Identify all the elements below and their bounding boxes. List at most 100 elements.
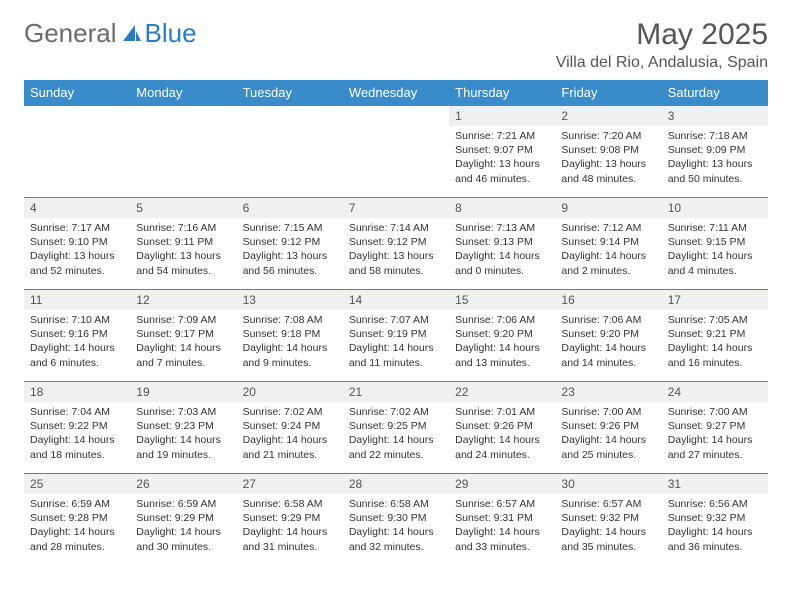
day-content: Sunrise: 7:10 AMSunset: 9:16 PMDaylight:… xyxy=(24,310,130,374)
daylight-line: Daylight: 13 hours and 50 minutes. xyxy=(668,157,762,185)
sunrise-line: Sunrise: 7:04 AM xyxy=(30,405,124,419)
daylight-line: Daylight: 14 hours and 27 minutes. xyxy=(668,433,762,461)
day-content: Sunrise: 6:57 AMSunset: 9:31 PMDaylight:… xyxy=(449,494,555,558)
sunset-line: Sunset: 9:28 PM xyxy=(30,511,124,525)
day-number: 28 xyxy=(343,474,449,494)
day-cell: 17Sunrise: 7:05 AMSunset: 9:21 PMDayligh… xyxy=(662,290,768,382)
daylight-line: Daylight: 14 hours and 28 minutes. xyxy=(30,525,124,553)
day-content: Sunrise: 7:07 AMSunset: 9:19 PMDaylight:… xyxy=(343,310,449,374)
dow-row: Sunday Monday Tuesday Wednesday Thursday… xyxy=(24,80,768,106)
sunrise-line: Sunrise: 6:58 AM xyxy=(243,497,337,511)
day-number: 26 xyxy=(130,474,236,494)
sunrise-line: Sunrise: 6:59 AM xyxy=(30,497,124,511)
sunset-line: Sunset: 9:10 PM xyxy=(30,235,124,249)
day-cell: 19Sunrise: 7:03 AMSunset: 9:23 PMDayligh… xyxy=(130,382,236,474)
daylight-line: Daylight: 14 hours and 30 minutes. xyxy=(136,525,230,553)
day-number: 18 xyxy=(24,382,130,402)
sunrise-line: Sunrise: 6:58 AM xyxy=(349,497,443,511)
day-number: 31 xyxy=(662,474,768,494)
sunset-line: Sunset: 9:14 PM xyxy=(561,235,655,249)
day-number: 27 xyxy=(237,474,343,494)
month-title: May 2025 xyxy=(556,18,768,52)
calendar-row: 25Sunrise: 6:59 AMSunset: 9:28 PMDayligh… xyxy=(24,474,768,566)
sunset-line: Sunset: 9:16 PM xyxy=(30,327,124,341)
day-number: 1 xyxy=(449,106,555,126)
daylight-line: Daylight: 14 hours and 36 minutes. xyxy=(668,525,762,553)
sunset-line: Sunset: 9:20 PM xyxy=(561,327,655,341)
sunrise-line: Sunrise: 7:02 AM xyxy=(349,405,443,419)
daylight-line: Daylight: 14 hours and 32 minutes. xyxy=(349,525,443,553)
dow-sunday: Sunday xyxy=(24,80,130,106)
dow-wednesday: Wednesday xyxy=(343,80,449,106)
sunset-line: Sunset: 9:21 PM xyxy=(668,327,762,341)
day-content: Sunrise: 6:57 AMSunset: 9:32 PMDaylight:… xyxy=(555,494,661,558)
day-content: Sunrise: 7:21 AMSunset: 9:07 PMDaylight:… xyxy=(449,126,555,190)
sunset-line: Sunset: 9:09 PM xyxy=(668,143,762,157)
daylight-line: Daylight: 14 hours and 33 minutes. xyxy=(455,525,549,553)
day-cell: 2Sunrise: 7:20 AMSunset: 9:08 PMDaylight… xyxy=(555,106,661,198)
daylight-line: Daylight: 14 hours and 14 minutes. xyxy=(561,341,655,369)
title-block: May 2025 Villa del Rio, Andalusia, Spain xyxy=(556,18,768,72)
dow-friday: Friday xyxy=(555,80,661,106)
sunrise-line: Sunrise: 7:21 AM xyxy=(455,129,549,143)
calendar-row: 1Sunrise: 7:21 AMSunset: 9:07 PMDaylight… xyxy=(24,106,768,198)
day-number: 24 xyxy=(662,382,768,402)
sunrise-line: Sunrise: 7:06 AM xyxy=(455,313,549,327)
sunset-line: Sunset: 9:32 PM xyxy=(668,511,762,525)
sunset-line: Sunset: 9:26 PM xyxy=(455,419,549,433)
calendar-row: 11Sunrise: 7:10 AMSunset: 9:16 PMDayligh… xyxy=(24,290,768,382)
sunset-line: Sunset: 9:31 PM xyxy=(455,511,549,525)
day-content: Sunrise: 7:02 AMSunset: 9:25 PMDaylight:… xyxy=(343,402,449,466)
sunset-line: Sunset: 9:24 PM xyxy=(243,419,337,433)
day-cell: 12Sunrise: 7:09 AMSunset: 9:17 PMDayligh… xyxy=(130,290,236,382)
day-content: Sunrise: 7:00 AMSunset: 9:26 PMDaylight:… xyxy=(555,402,661,466)
location: Villa del Rio, Andalusia, Spain xyxy=(556,54,768,72)
daylight-line: Daylight: 13 hours and 56 minutes. xyxy=(243,249,337,277)
day-number: 29 xyxy=(449,474,555,494)
day-content: Sunrise: 7:06 AMSunset: 9:20 PMDaylight:… xyxy=(555,310,661,374)
day-cell: 22Sunrise: 7:01 AMSunset: 9:26 PMDayligh… xyxy=(449,382,555,474)
daylight-line: Daylight: 14 hours and 0 minutes. xyxy=(455,249,549,277)
day-number: 13 xyxy=(237,290,343,310)
sunset-line: Sunset: 9:19 PM xyxy=(349,327,443,341)
sunset-line: Sunset: 9:23 PM xyxy=(136,419,230,433)
sunrise-line: Sunrise: 7:03 AM xyxy=(136,405,230,419)
day-content: Sunrise: 7:14 AMSunset: 9:12 PMDaylight:… xyxy=(343,218,449,282)
sunrise-line: Sunrise: 7:00 AM xyxy=(561,405,655,419)
sunrise-line: Sunrise: 7:09 AM xyxy=(136,313,230,327)
sunset-line: Sunset: 9:12 PM xyxy=(243,235,337,249)
day-number: 15 xyxy=(449,290,555,310)
logo-text-2: Blue xyxy=(145,18,197,49)
day-content: Sunrise: 7:04 AMSunset: 9:22 PMDaylight:… xyxy=(24,402,130,466)
day-content: Sunrise: 7:06 AMSunset: 9:20 PMDaylight:… xyxy=(449,310,555,374)
daylight-line: Daylight: 14 hours and 22 minutes. xyxy=(349,433,443,461)
day-content: Sunrise: 7:13 AMSunset: 9:13 PMDaylight:… xyxy=(449,218,555,282)
day-content: Sunrise: 7:00 AMSunset: 9:27 PMDaylight:… xyxy=(662,402,768,466)
day-cell: 31Sunrise: 6:56 AMSunset: 9:32 PMDayligh… xyxy=(662,474,768,566)
day-content: Sunrise: 7:17 AMSunset: 9:10 PMDaylight:… xyxy=(24,218,130,282)
day-cell: 25Sunrise: 6:59 AMSunset: 9:28 PMDayligh… xyxy=(24,474,130,566)
day-content: Sunrise: 7:01 AMSunset: 9:26 PMDaylight:… xyxy=(449,402,555,466)
day-number: 23 xyxy=(555,382,661,402)
daylight-line: Daylight: 14 hours and 21 minutes. xyxy=(243,433,337,461)
sunset-line: Sunset: 9:32 PM xyxy=(561,511,655,525)
empty-cell xyxy=(24,106,130,198)
empty-cell xyxy=(237,106,343,198)
day-cell: 28Sunrise: 6:58 AMSunset: 9:30 PMDayligh… xyxy=(343,474,449,566)
day-cell: 13Sunrise: 7:08 AMSunset: 9:18 PMDayligh… xyxy=(237,290,343,382)
day-cell: 16Sunrise: 7:06 AMSunset: 9:20 PMDayligh… xyxy=(555,290,661,382)
logo-sail-icon xyxy=(121,23,143,45)
sunrise-line: Sunrise: 7:10 AM xyxy=(30,313,124,327)
sunset-line: Sunset: 9:20 PM xyxy=(455,327,549,341)
calendar-table: Sunday Monday Tuesday Wednesday Thursday… xyxy=(24,80,768,566)
sunrise-line: Sunrise: 7:02 AM xyxy=(243,405,337,419)
day-content: Sunrise: 7:08 AMSunset: 9:18 PMDaylight:… xyxy=(237,310,343,374)
day-content: Sunrise: 7:11 AMSunset: 9:15 PMDaylight:… xyxy=(662,218,768,282)
daylight-line: Daylight: 14 hours and 19 minutes. xyxy=(136,433,230,461)
sunset-line: Sunset: 9:27 PM xyxy=(668,419,762,433)
day-number: 12 xyxy=(130,290,236,310)
sunrise-line: Sunrise: 6:59 AM xyxy=(136,497,230,511)
daylight-line: Daylight: 14 hours and 24 minutes. xyxy=(455,433,549,461)
sunrise-line: Sunrise: 7:12 AM xyxy=(561,221,655,235)
day-content: Sunrise: 7:12 AMSunset: 9:14 PMDaylight:… xyxy=(555,218,661,282)
